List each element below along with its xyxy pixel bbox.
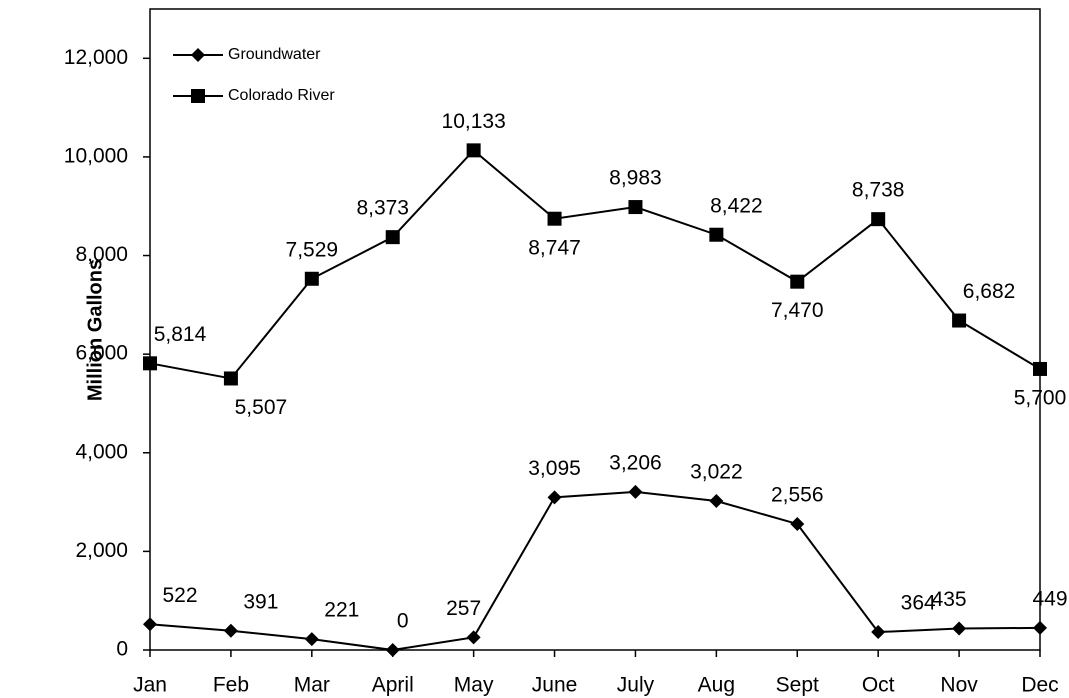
- point: [223, 371, 238, 386]
- point: [223, 623, 238, 638]
- y-tick-label: 8,000: [75, 243, 128, 266]
- x-tick-label: June: [532, 674, 578, 697]
- point: [385, 643, 400, 657]
- x-tick-label: Dec: [1021, 674, 1058, 697]
- series-line: [149, 490, 1041, 652]
- data-label: 522: [162, 584, 197, 607]
- data-label: 391: [243, 590, 278, 613]
- legend-marker: [191, 48, 205, 62]
- point: [304, 271, 319, 286]
- series-line: [149, 148, 1041, 380]
- y-tick-label: 2,000: [75, 539, 128, 562]
- point: [466, 143, 481, 158]
- point: [143, 356, 157, 371]
- point: [143, 617, 157, 632]
- data-label: 3,022: [690, 461, 743, 484]
- data-label: 7,470: [771, 299, 824, 322]
- point: [547, 211, 562, 226]
- data-label: 8,738: [852, 179, 905, 202]
- point: [304, 632, 319, 647]
- data-label: 0: [397, 610, 409, 633]
- legend-label: Groundwater: [228, 46, 321, 63]
- x-tick-label: Jan: [133, 674, 167, 697]
- point: [709, 227, 724, 242]
- data-label: 2,556: [771, 484, 824, 507]
- legend-label: Colorado River: [228, 87, 335, 104]
- point: [790, 516, 805, 531]
- y-tick-label: 10,000: [64, 144, 128, 167]
- y-axis-label: Million Gallons: [84, 259, 106, 401]
- point: [628, 200, 643, 215]
- x-tick-label: Aug: [698, 674, 735, 697]
- point: [1033, 361, 1047, 376]
- plot-area: [149, 8, 1041, 651]
- point: [1033, 620, 1047, 635]
- data-label: 3,206: [609, 451, 662, 474]
- data-label: 221: [324, 599, 359, 622]
- point: [952, 313, 967, 328]
- point: [709, 493, 724, 508]
- x-tick-label: Sept: [776, 674, 819, 697]
- data-label: 6,682: [963, 280, 1016, 303]
- x-tick-label: July: [617, 674, 655, 697]
- point: [385, 230, 400, 245]
- legend: Groundwater Colorado River: [173, 46, 335, 104]
- point: [628, 484, 643, 499]
- data-label: 8,373: [356, 197, 409, 220]
- y-tick-label: 0: [116, 638, 128, 661]
- data-label: 257: [446, 597, 481, 620]
- data-label: 8,422: [710, 194, 763, 217]
- point: [952, 621, 967, 636]
- point: [547, 490, 562, 505]
- point: [466, 630, 481, 645]
- data-label: 10,133: [442, 110, 506, 133]
- x-tick-label: Oct: [862, 674, 895, 697]
- data-label: 5,700: [1014, 386, 1067, 409]
- data-label: 3,095: [528, 457, 581, 480]
- data-label: 435: [932, 588, 967, 611]
- data-label: 5,507: [235, 396, 288, 419]
- x-tick-label: May: [454, 674, 494, 697]
- data-label: 5,814: [154, 323, 207, 346]
- legend-marker: [191, 89, 205, 103]
- data-label: 8,983: [609, 167, 662, 190]
- x-tick-label: Feb: [213, 674, 249, 697]
- point: [790, 274, 805, 289]
- y-tick-label: 6,000: [75, 342, 128, 365]
- y-tick-label: 12,000: [64, 46, 128, 69]
- data-label: 364: [901, 592, 936, 615]
- point: [871, 625, 886, 640]
- y-tick-label: 4,000: [75, 440, 128, 463]
- data-label: 449: [1032, 587, 1067, 610]
- x-tick-label: April: [372, 674, 414, 697]
- data-label: 8,747: [528, 236, 581, 259]
- data-label: 7,529: [286, 238, 339, 261]
- point: [871, 212, 886, 227]
- x-tick-label: Nov: [940, 674, 978, 697]
- x-tick-label: Mar: [294, 674, 330, 697]
